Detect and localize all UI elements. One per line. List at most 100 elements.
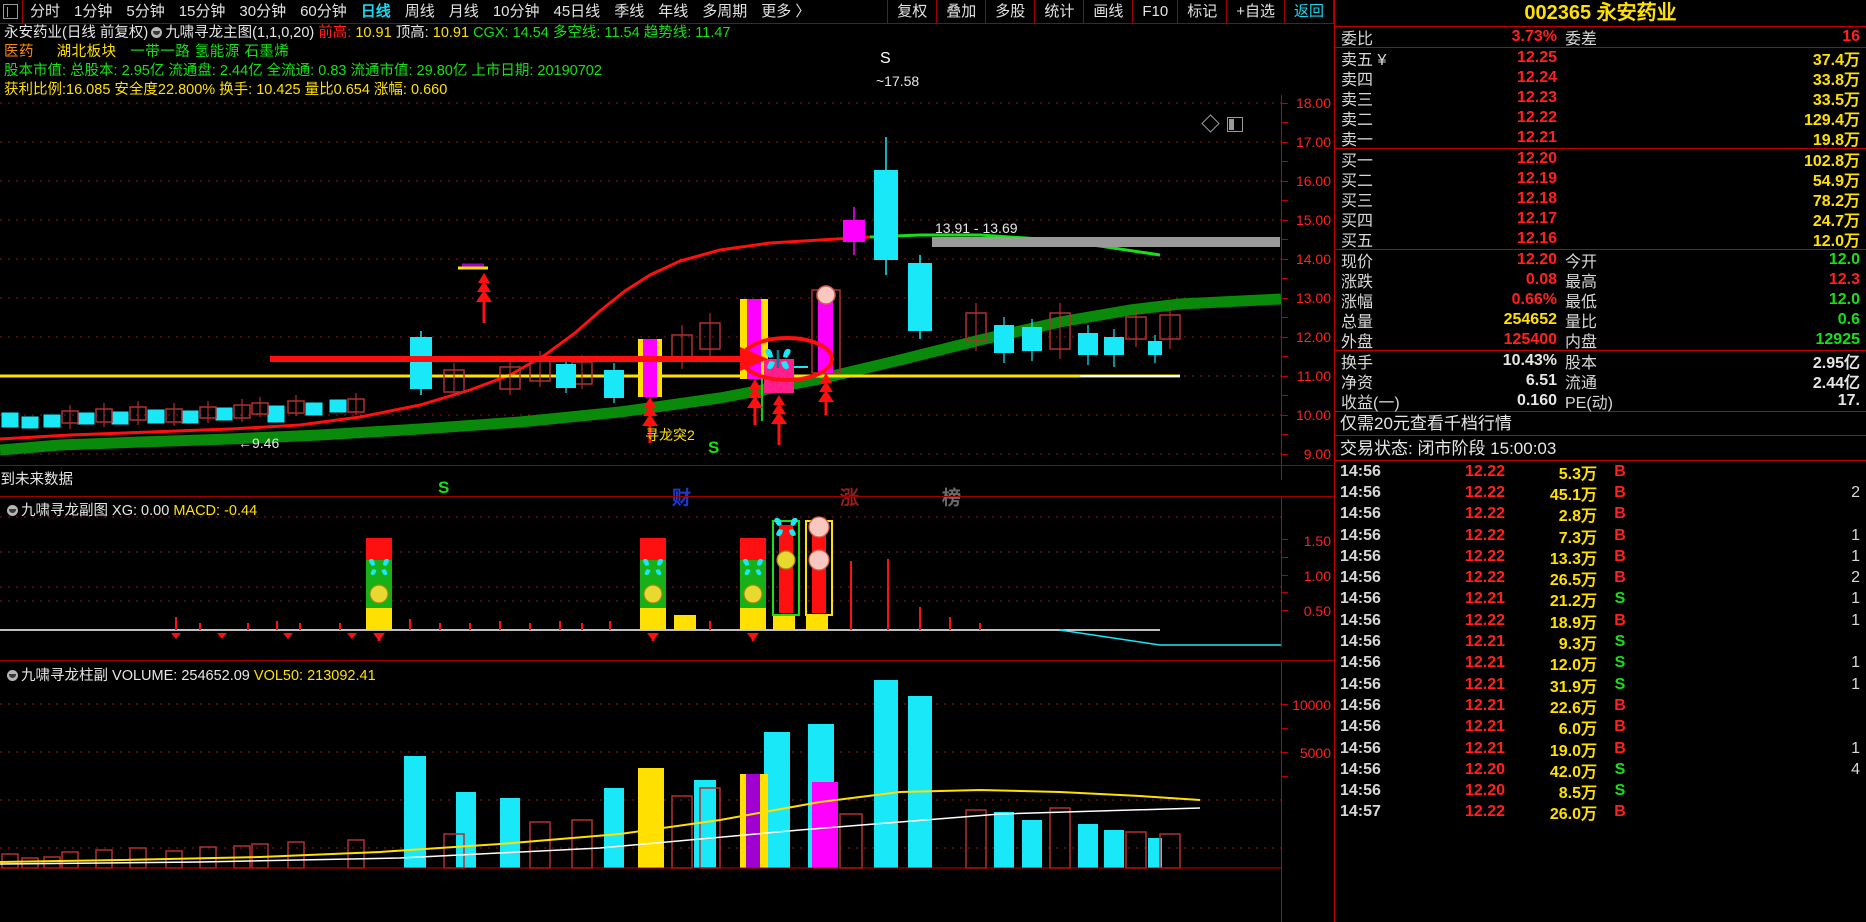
sector-ydyl[interactable]: 一带一路 [130,44,191,60]
price-axis[interactable]: 18.00 17.00 16.00 15.00 14.00 13.00 12.0… [1281,95,1334,480]
axis-tick: 16.00 [1295,173,1331,189]
tick-dir: S [1614,654,1626,672]
sector-qingnengyuan[interactable]: 氢能源 [194,44,240,60]
tick-row[interactable]: 14:56 12.21 9.3万 S [1335,631,1866,653]
tick-row[interactable]: 14:56 12.22 18.9万 B 1 [1335,610,1866,632]
ask-row-1[interactable]: 卖一 12.21 19.8万 [1335,128,1866,149]
tick-dir: B [1614,547,1626,565]
field-label-cgx: CGX: [473,25,509,41]
period-daily[interactable]: 日线 [360,3,391,20]
toolbar-right-group[interactable]: 复权 叠加 多股 统计 画线 F10 标记 +自选 返回 [887,0,1334,24]
sub1-name: 九啸寻龙副图 [21,503,108,519]
period-30min[interactable]: 30分钟 [239,3,287,20]
sub1-axis[interactable]: 1.68 1.50 1.00 0.50 [1281,497,1334,647]
btn-return[interactable]: 返回 [1283,0,1334,24]
sector-hubei[interactable]: 湖北板块 [56,44,117,60]
chart-pane: 分时 1分钟 5分钟 15分钟 30分钟 60分钟 日线 周线 月线 10分钟 … [0,0,1334,922]
btn-add-watchlist[interactable]: +自选 [1226,0,1284,24]
volume-value: 254652 [1503,311,1557,328]
bid-row-3[interactable]: 买三 12.18 78.2万 [1335,189,1866,210]
tick-row[interactable]: 14:56 12.21 19.0万 B 1 [1335,738,1866,760]
tick-row[interactable]: 14:57 12.22 26.0万 B [1335,802,1866,823]
bid-ladder[interactable]: 买一 12.20 102.8万 买二 12.19 54.9万 买三 12.18 78.2万 … [1335,149,1866,250]
ask-row-2[interactable]: 卖二 12.22 129.4万 [1335,108,1866,129]
split-pane-icon[interactable] [1227,117,1243,132]
ask-row-5[interactable]: 卖五 ¥ 12.25 37.4万 [1335,48,1866,69]
ask-row-4[interactable]: 卖四 12.24 33.8万 [1335,68,1866,89]
period-60min[interactable]: 60分钟 [300,3,347,20]
tick-row[interactable]: 14:56 12.21 12.0万 S 1 [1335,653,1866,674]
sub1-dropdown-icon[interactable] [7,505,18,516]
axis-tick: 11.00 [1297,368,1331,384]
period-weekly[interactable]: 周线 [404,3,435,20]
tick-dir: S [1614,760,1626,778]
tick-time: 14:56 [1340,782,1381,800]
tick-row[interactable]: 14:56 12.21 31.9万 S 1 [1335,674,1866,696]
tick-row[interactable]: 14:56 12.21 6.0万 B [1335,717,1866,738]
sector-shimoxi[interactable]: 石墨烯 [244,44,290,60]
period-15min[interactable]: 15分钟 [178,3,226,20]
tick-time: 14:56 [1340,654,1381,672]
sub2-dropdown-icon[interactable] [7,670,18,681]
tick-price: 12.21 [1464,696,1505,714]
label-low: ←9.46 [238,435,280,451]
period-10min[interactable]: 10分钟 [492,3,540,20]
tick-row[interactable]: 14:56 12.22 7.3万 B 1 [1335,525,1866,547]
btn-diejia[interactable]: 叠加 [936,0,985,24]
period-more[interactable]: 更多 〉 [761,3,811,20]
tick-time: 14:56 [1340,696,1381,714]
btn-duogu[interactable]: 多股 [985,0,1034,24]
tick-row[interactable]: 14:56 12.21 22.6万 B [1335,695,1866,717]
tick-dir: S [1614,675,1626,693]
ask-row-3[interactable]: 卖三 12.23 33.5万 [1335,88,1866,109]
btn-f10[interactable]: F10 [1132,0,1177,24]
promo-banner[interactable]: 仅需20元查看千档行情 [1335,412,1866,436]
tick-qty: 8.5万 [1558,785,1597,803]
tick-time: 14:56 [1340,611,1381,629]
bid-label-4: 买四 [1341,213,1374,230]
tick-row[interactable]: 14:56 12.20 8.5万 S [1335,780,1866,803]
sub2-volume-value: 254652.09 [181,668,250,684]
bid-row-2[interactable]: 买二 12.19 54.9万 [1335,169,1866,190]
period-yearly[interactable]: 年线 [658,3,689,20]
sub-indicator-1[interactable] [0,497,1281,647]
bid-row-4[interactable]: 买四 12.17 24.7万 [1335,209,1866,230]
ask-price-4: 12.24 [1516,69,1557,86]
tick-row[interactable]: 14:56 12.20 42.0万 S 4 [1335,759,1866,781]
btn-biaoji[interactable]: 标记 [1177,0,1226,24]
main-chart[interactable]: S ~17.58 13.91 - 13.69 S S ←9.46 寻龙突2 财 … [0,50,1281,509]
sector-yiyao[interactable]: 医药 [4,44,34,60]
stats-section: 现价 12.20 今开 12.0 涨跌 0.08 最高 12.3 涨幅 0.66% 最低 12.0… [1335,250,1866,351]
btn-huaxian[interactable]: 画线 [1083,0,1132,24]
period-quarterly[interactable]: 季线 [614,3,645,20]
bid-row-5[interactable]: 买五 12.16 12.0万 [1335,229,1866,250]
tick-extra: 1 [1851,611,1860,629]
tick-list[interactable]: 14:56 12.22 5.3万 B 14:56 12.22 45.1万 B 2 14:56 1… [1335,461,1866,824]
tick-price: 12.22 [1464,505,1505,523]
period-multi[interactable]: 多周期 [702,3,748,20]
ask-ladder[interactable]: 卖五 ¥ 12.25 37.4万 卖四 12.24 33.8万 卖三 12.23 33.5万… [1335,48,1866,149]
bid-row-1[interactable]: 买一 12.20 102.8万 [1335,149,1866,170]
period-5min[interactable]: 5分钟 [126,3,165,20]
tick-row[interactable]: 14:56 12.22 2.8万 B [1335,504,1866,525]
tick-extra: 1 [1851,739,1860,757]
tick-row[interactable]: 14:56 12.22 5.3万 B [1335,461,1866,483]
btn-fuquan[interactable]: 复权 [887,0,936,24]
tick-price: 12.22 [1464,611,1505,629]
tick-price: 12.20 [1464,782,1505,800]
sub1-axis-tick: 0.50 [1303,603,1331,619]
period-toolbar[interactable]: 分时 1分钟 5分钟 15分钟 30分钟 60分钟 日线 周线 月线 10分钟 … [0,0,1334,24]
period-45day[interactable]: 45日线 [553,3,601,20]
period-fenshi[interactable]: 分时 [30,3,61,20]
tick-row[interactable]: 14:56 12.21 21.2万 S 1 [1335,589,1866,610]
dropdown-icon[interactable] [151,27,163,38]
sub-indicator-2[interactable] [0,662,1281,922]
period-1min[interactable]: 1分钟 [74,3,113,20]
tick-row[interactable]: 14:56 12.22 45.1万 B 2 [1335,482,1866,504]
tick-row[interactable]: 14:56 12.22 26.5万 B 2 [1335,567,1866,589]
period-monthly[interactable]: 月线 [448,3,479,20]
btn-tongji[interactable]: 统计 [1034,0,1083,24]
tick-row[interactable]: 14:56 12.22 13.3万 B 1 [1335,546,1866,568]
sub2-axis[interactable]: 10000 5000 X100 [1281,662,1334,922]
